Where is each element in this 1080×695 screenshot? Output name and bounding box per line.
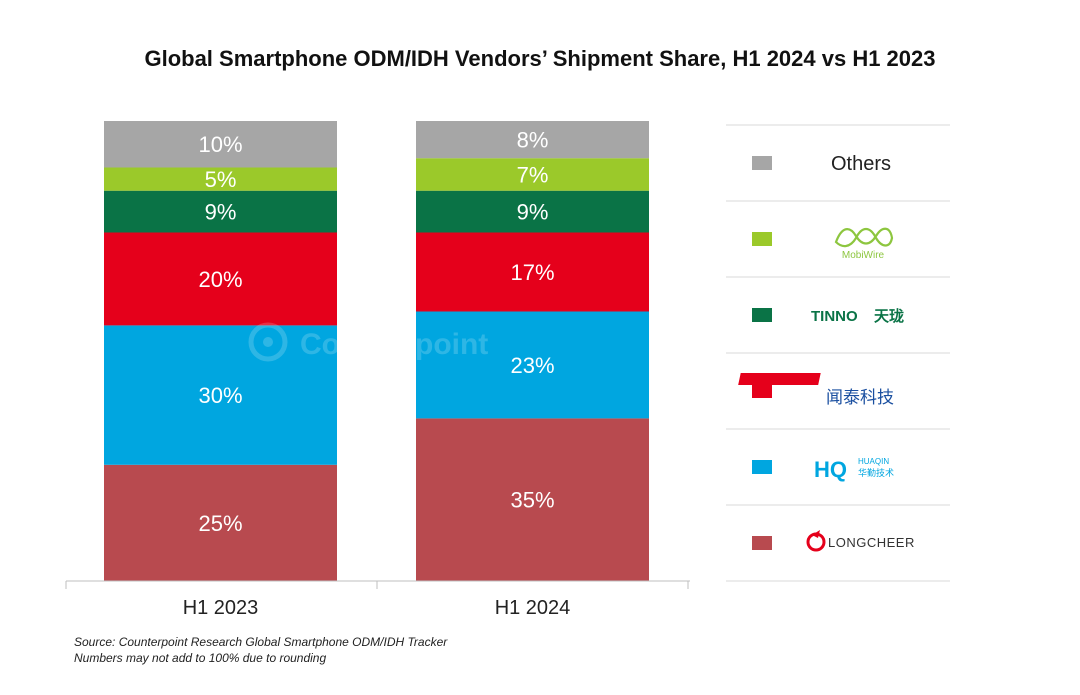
- bar-value-label: 9%: [205, 200, 237, 225]
- bar-segment: [416, 418, 649, 581]
- x-axis-labels: H1 2023 H1 2024: [183, 597, 571, 619]
- huaqin-logo: HQ HUAQIN 华勤技术: [814, 457, 894, 482]
- x-axis-label: H1 2024: [495, 597, 571, 619]
- source-line-1: Source: Counterpoint Research Global Sma…: [74, 635, 448, 649]
- bar-segment: [416, 311, 649, 419]
- bar-value-label: 5%: [205, 167, 237, 192]
- longcheer-logo: LONGCHEER: [806, 530, 915, 552]
- bar-value-labels: 25% 30% 20% 9% 5% 10% 35% 23% 17% 9% 7% 8%: [198, 128, 554, 536]
- bar-segment: [104, 190, 337, 233]
- wingtech-logo-banner: [738, 373, 821, 385]
- legend-swatch: [752, 156, 772, 170]
- bar-value-label: 17%: [510, 260, 554, 285]
- bar-segment: [104, 325, 337, 465]
- bar-value-label: 23%: [510, 353, 554, 378]
- bar-value-label: 20%: [198, 267, 242, 292]
- bar-segment: [104, 167, 337, 191]
- bar-value-label: 9%: [517, 200, 549, 225]
- bar-segment: [104, 232, 337, 326]
- watermark: Counterpoint: [248, 322, 488, 362]
- legend-swatch: [752, 536, 772, 550]
- bars-group: [104, 121, 649, 581]
- x-axis-label: H1 2023: [183, 597, 259, 619]
- bar-segment: [416, 232, 649, 312]
- wingtech-logo-text: WINGTECH: [826, 375, 881, 386]
- wingtech-logo-cn: 闻泰科技: [826, 388, 894, 408]
- mobiwire-logo-text: MobiWire: [842, 250, 885, 261]
- bar-segment: [104, 121, 337, 168]
- legend-swatch: [752, 232, 772, 246]
- bar-segment: [104, 464, 337, 581]
- legend-label-others: Others: [831, 153, 891, 175]
- huaqin-logo-text: HUAQIN: [858, 457, 889, 466]
- bar-segment: [416, 190, 649, 233]
- huaqin-logo-icon: HQ: [814, 457, 847, 482]
- mobiwire-logo: MobiWire: [834, 227, 894, 261]
- watermark-text: Counterpoint: [300, 328, 488, 361]
- longcheer-logo-text: LONGCHEER: [828, 535, 915, 550]
- legend-swatch: [752, 384, 772, 398]
- chart-title: Global Smartphone ODM/IDH Vendors’ Shipm…: [144, 46, 936, 71]
- bar-value-label: 25%: [198, 511, 242, 536]
- legend: Others MobiWire TINNO 天珑 WINGTECH 闻泰科技 H…: [726, 124, 950, 582]
- bar-value-label: 30%: [198, 383, 242, 408]
- legend-swatch: [752, 308, 772, 322]
- huaqin-logo-cn: 华勤技术: [858, 467, 894, 479]
- bar-value-label: 8%: [517, 128, 549, 153]
- legend-swatch: [752, 460, 772, 474]
- tinno-logo-cn: 天珑: [874, 307, 904, 325]
- bar-segment: [416, 121, 649, 159]
- wingtech-logo: WINGTECH 闻泰科技: [738, 373, 894, 408]
- watermark-logo-icon: [248, 322, 288, 362]
- bar-segment: [416, 158, 649, 191]
- tinno-logo: TINNO 天珑: [811, 307, 904, 325]
- source-line-2: Numbers may not add to 100% due to round…: [74, 651, 327, 665]
- source-note: Source: Counterpoint Research Global Sma…: [74, 634, 447, 666]
- bar-value-label: 35%: [510, 488, 554, 513]
- bar-value-label: 7%: [517, 162, 549, 187]
- bar-value-label: 10%: [198, 132, 242, 157]
- mobiwire-logo-icon: [834, 227, 894, 248]
- tinno-logo-text: TINNO: [811, 308, 858, 325]
